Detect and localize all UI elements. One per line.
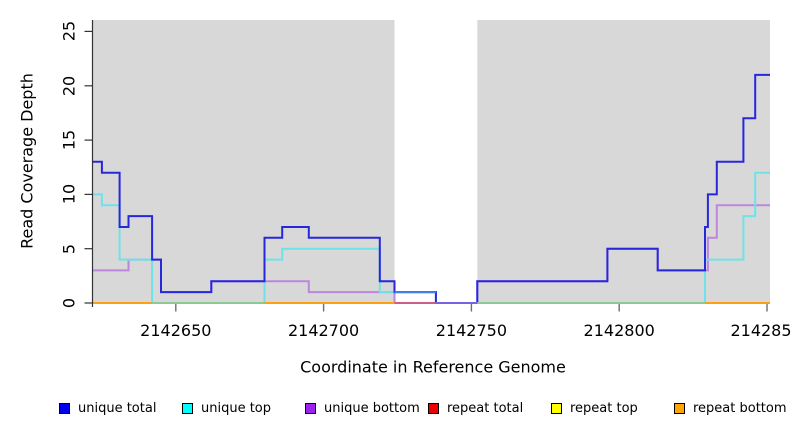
y-tick-label: 10 — [59, 184, 79, 205]
x-tick-label: 2142800 — [583, 321, 655, 340]
y-tick-label: 0 — [59, 297, 79, 309]
y-axis-title: Read Coverage Depth — [17, 73, 37, 249]
y-tick-label: 20 — [59, 75, 79, 96]
series-path-unique-total — [93, 73, 770, 304]
y-tick-label: 5 — [59, 243, 79, 254]
plot-background-region — [93, 20, 395, 303]
x-tick-label: 2142750 — [435, 321, 508, 340]
x-tick-label: 214285 — [730, 321, 792, 340]
y-tick-label: 25 — [59, 21, 79, 42]
x-axis-title: Coordinate in Reference Genome — [300, 357, 566, 377]
x-tick-label: 2142700 — [287, 321, 360, 340]
y-tick-label: 15 — [59, 129, 79, 151]
x-tick-label: 2142650 — [140, 321, 212, 340]
